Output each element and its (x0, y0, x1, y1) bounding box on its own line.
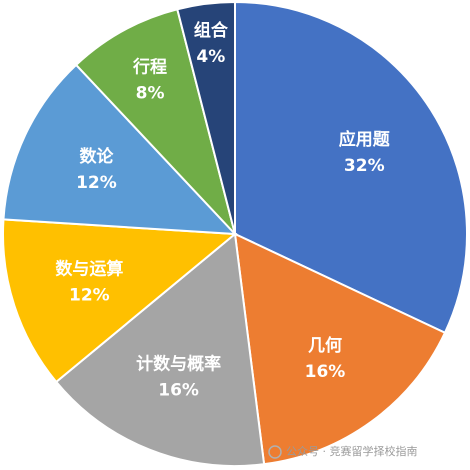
pie-slice (2, 63, 238, 236)
slice-value-label: 4% (196, 47, 225, 67)
slice-label: 行程 (132, 56, 167, 77)
pie-slice (74, 8, 236, 235)
pie-slice (234, 0, 468, 335)
slice-label: 数与运算 (55, 258, 123, 279)
slice-label: 几何 (308, 335, 342, 356)
watermark: 公众号 · 竞赛留学择校指南 (286, 444, 418, 458)
slice-value-label: 16% (158, 380, 199, 400)
pie-slice (54, 232, 266, 467)
slice-label: 计数与概率 (136, 353, 221, 374)
pie-slice (2, 218, 238, 384)
slice-value-label: 8% (136, 83, 165, 103)
slice-label: 应用题 (339, 129, 391, 150)
pie-slice (176, 0, 236, 235)
pie-slice (233, 232, 447, 466)
slice-value-label: 32% (344, 156, 385, 176)
slice-value-label: 12% (69, 285, 110, 305)
slice-label: 组合 (194, 20, 229, 41)
slice-value-label: 12% (76, 173, 117, 193)
slice-value-label: 16% (305, 362, 346, 382)
slice-label: 数论 (79, 146, 114, 167)
watermark-icon (268, 445, 282, 459)
